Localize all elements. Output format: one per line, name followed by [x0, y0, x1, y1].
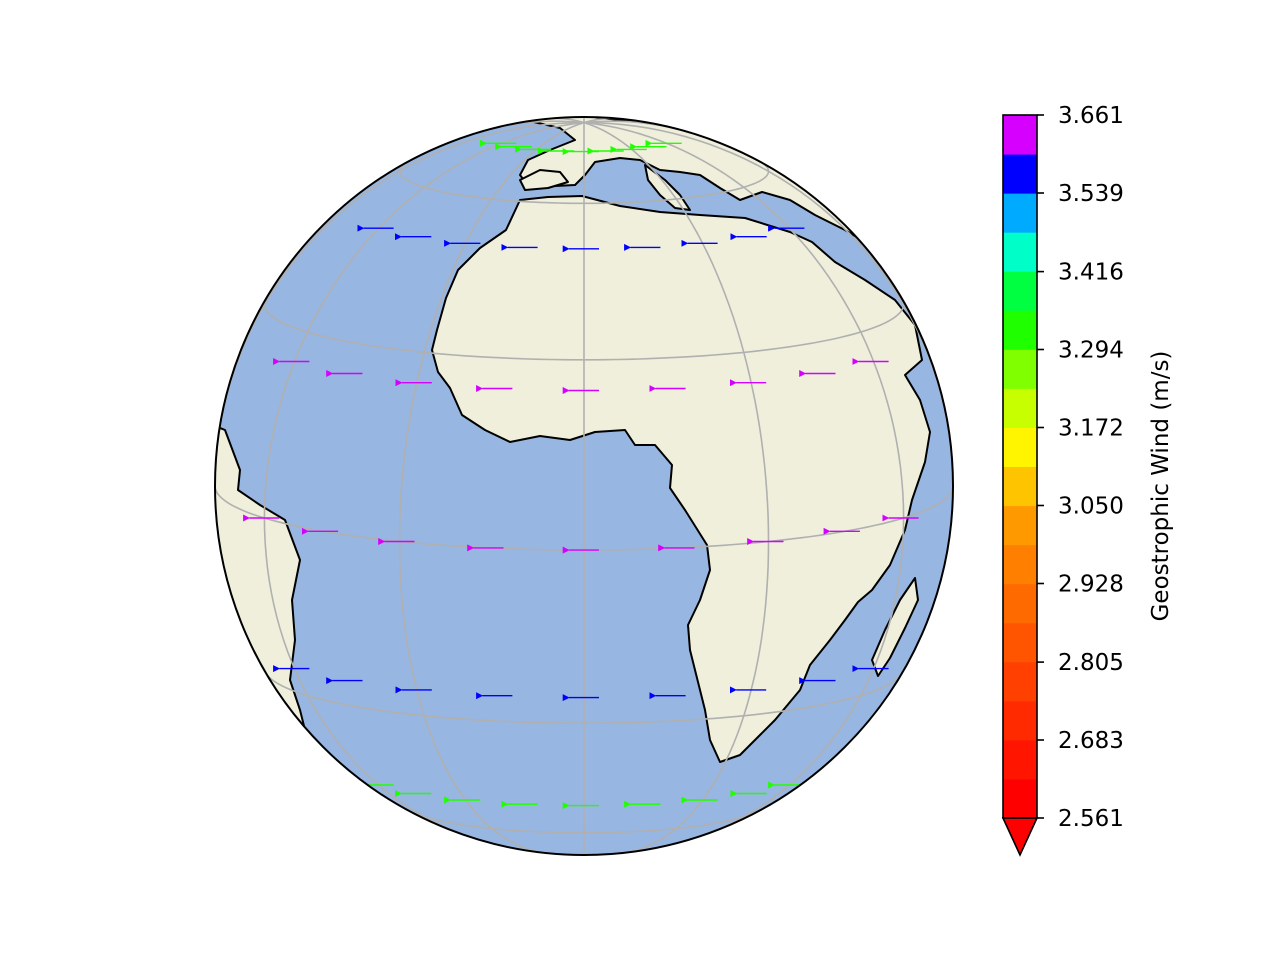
- colorbar-band: [1003, 193, 1037, 233]
- colorbar-tick-label: 3.294: [1058, 338, 1124, 364]
- colorbar-label: Geostrophic Wind (m/s): [1148, 351, 1174, 622]
- meridian-line: [583, 121, 905, 840]
- colorbar-bands: [1003, 115, 1037, 819]
- colorbar-tick-label: 2.805: [1058, 650, 1124, 676]
- parallel-line: [263, 300, 905, 361]
- colorbar-band: [1003, 778, 1037, 819]
- colorbar-band: [1003, 583, 1037, 624]
- colorbar-tick-label: 2.561: [1058, 806, 1124, 832]
- colorbar-tick-label: 3.661: [1058, 103, 1124, 129]
- colorbar-extend-triangle: [1001, 817, 1039, 857]
- colorbar-tick-label: 3.172: [1058, 416, 1124, 442]
- land-iberia: [519, 169, 569, 191]
- parallel-line: [408, 809, 760, 834]
- colorbar-band: [1003, 544, 1037, 585]
- colorbar-band: [1003, 622, 1037, 663]
- colorbar-band: [1003, 466, 1037, 507]
- colorbar-band: [1003, 232, 1037, 272]
- colorbar-tick-label: 3.050: [1058, 494, 1124, 520]
- colorbar-band: [1003, 427, 1037, 467]
- colorbar-band: [1003, 154, 1037, 194]
- meridian-line: [263, 121, 585, 840]
- globe-map: [214, 116, 954, 856]
- parallel-line: [398, 161, 770, 205]
- colorbar-tick-label: 2.683: [1058, 728, 1124, 754]
- colorbar-band: [1003, 661, 1037, 702]
- colorbar-outline: [1002, 114, 1038, 819]
- colorbar-tick-label: 3.539: [1058, 181, 1124, 207]
- colorbar-ticks: 2.561 2.683 2.805 2.928 3.050 3.172 3.294 3.416…: [1037, 103, 1124, 832]
- wind-vectors: [243, 139, 919, 810]
- colorbar-band: [1003, 739, 1037, 780]
- colorbar-band: [1003, 505, 1037, 546]
- colorbar-band: [1003, 310, 1037, 350]
- colorbar-band: [1003, 349, 1037, 389]
- colorbar-tick-label: 3.416: [1058, 260, 1124, 286]
- land-africa: [431, 195, 931, 763]
- globe-outline: [214, 116, 954, 856]
- colorbar-band: [1003, 271, 1037, 311]
- colorbar-band: [1003, 115, 1037, 155]
- parallel-line: [265, 673, 903, 725]
- colorbar-band: [1003, 388, 1037, 428]
- colorbar: 2.561 2.683 2.805 2.928 3.050 3.172 3.294 3.416…: [1001, 103, 1174, 857]
- land-madagascar: [871, 577, 919, 677]
- colorbar-band: [1003, 700, 1037, 741]
- colorbar-tick-label: 2.928: [1058, 572, 1124, 598]
